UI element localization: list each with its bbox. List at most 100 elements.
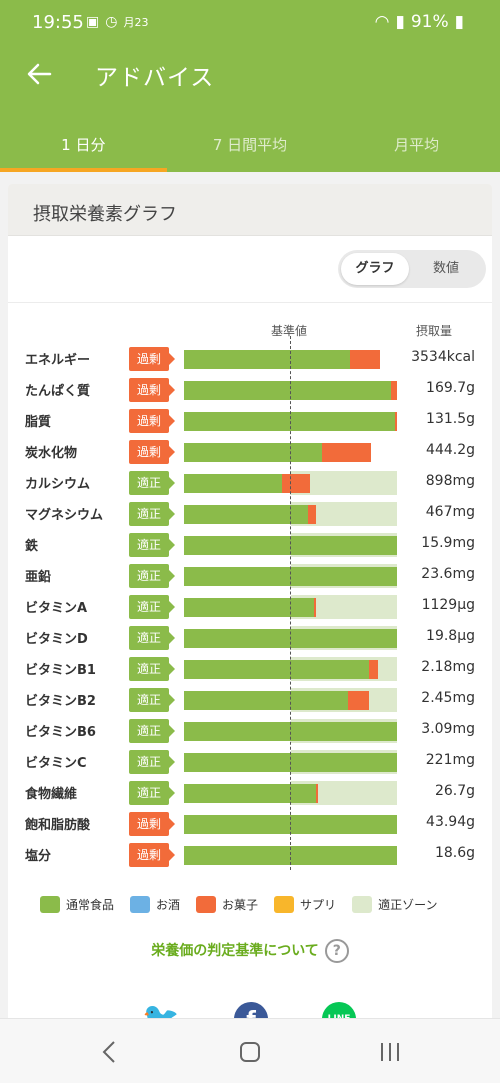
nutrient-name: ビタミンB6 <box>25 725 96 740</box>
nutrient-name: 食物繊維 <box>25 787 78 802</box>
food-segment <box>184 412 395 431</box>
intake-value: 18.6g <box>434 845 475 861</box>
judgement-badge: 適正 <box>129 502 175 526</box>
intake-value: 444.2g <box>426 442 475 458</box>
intake-bar <box>184 409 397 433</box>
alarm-icon: ◷ <box>105 14 118 30</box>
intake-value: 26.7g <box>434 783 475 799</box>
intake-value: 43.94g <box>426 814 475 830</box>
page-title: アドバイス <box>95 65 215 91</box>
snack-segment <box>394 412 397 431</box>
legend-label: 適正ゾーン <box>378 898 438 912</box>
legend-label: お酒 <box>156 898 181 912</box>
tab-seven-day-average[interactable]: 7 日間平均 <box>212 136 288 154</box>
card-title: 摂取栄養素グラフ <box>8 184 492 236</box>
legend-item: サプリ <box>274 896 336 913</box>
intake-value: 3.09mg <box>421 721 475 737</box>
judgement-criteria-label: 栄養価の判定基準について <box>151 943 319 959</box>
status-time: 19:55 <box>32 12 84 33</box>
food-segment <box>184 598 314 617</box>
judgement-badge: 適正 <box>129 657 175 681</box>
judgement-badge: 適正 <box>129 688 175 712</box>
food-segment <box>184 691 348 710</box>
intake-bar <box>184 471 397 495</box>
judgement-badge: 適正 <box>129 595 175 619</box>
intake-value: 1129μg <box>421 597 475 613</box>
nutrient-row: 塩分 過剰 18.6g <box>8 840 492 871</box>
snack-segment <box>348 691 370 710</box>
nutrient-name: 飽和脂肪酸 <box>25 818 91 833</box>
gallery-icon: ▣ <box>86 14 100 30</box>
food-segment <box>184 350 351 369</box>
legend-swatch <box>352 896 373 913</box>
back-button[interactable] <box>24 58 56 90</box>
legend: 通常食品 お酒 お菓子 サプリ 適正ゾーン <box>40 896 453 913</box>
nutrient-graph-card: 摂取栄養素グラフ グラフ 数値 基準値 摂取量 エネルギー 過剰 3534kcal た… <box>8 184 492 1044</box>
nav-recents-button[interactable] <box>370 1037 410 1067</box>
help-icon: ? <box>324 939 349 963</box>
nutrient-row: ビタミンB1 適正 2.18mg <box>8 654 492 685</box>
graph-view-button[interactable]: グラフ <box>341 253 409 285</box>
judgement-criteria-link[interactable]: 栄養価の判定基準について? <box>8 939 492 963</box>
intake-bar <box>184 378 397 402</box>
food-segment <box>184 381 391 400</box>
nutrient-name: ビタミンD <box>25 632 88 647</box>
nutrient-row: ビタミンD 適正 19.8μg <box>8 623 492 654</box>
judgement-badge: 過剰 <box>129 812 175 836</box>
nutrient-name: 脂質 <box>25 415 52 430</box>
intake-value: 169.7g <box>426 380 475 396</box>
legend-swatch <box>40 896 60 913</box>
judgement-badge: 過剰 <box>129 409 175 433</box>
judgement-badge: 適正 <box>129 471 175 495</box>
judgement-badge: 過剰 <box>129 378 175 402</box>
battery-percent: 91% <box>410 12 449 32</box>
judgement-badge: 適正 <box>129 750 175 774</box>
numeric-view-button[interactable]: 数値 <box>432 261 459 276</box>
nutrient-row: カルシウム 適正 898mg <box>8 468 492 499</box>
intake-header: 摂取量 <box>416 324 453 338</box>
standard-value-header: 基準値 <box>271 324 308 338</box>
nav-back-button[interactable] <box>90 1037 130 1067</box>
legend-item: 通常食品 <box>40 896 114 913</box>
tab-monthly-average[interactable]: 月平均 <box>394 136 440 154</box>
nutrient-row: 飽和脂肪酸 過剰 43.94g <box>8 809 492 840</box>
intake-value: 467mg <box>425 504 475 520</box>
legend-label: 通常食品 <box>66 898 115 912</box>
tab-one-day[interactable]: 1 日分 <box>0 120 167 172</box>
intake-value: 15.9mg <box>421 535 475 551</box>
snack-segment <box>322 443 372 462</box>
food-segment <box>184 784 317 803</box>
legend-label: サプリ <box>300 898 337 912</box>
snack-segment <box>313 598 317 617</box>
nutrient-name: ビタミンA <box>25 601 88 616</box>
nutrient-row: ビタミンB6 適正 3.09mg <box>8 716 492 747</box>
legend-item: 適正ゾーン <box>352 896 437 913</box>
judgement-badge: 過剰 <box>129 843 175 867</box>
intake-value: 898mg <box>425 473 475 489</box>
legend-swatch <box>196 896 217 913</box>
wifi-icon: ◠ <box>374 12 390 32</box>
snack-segment <box>281 474 310 493</box>
intake-value: 2.45mg <box>421 690 475 706</box>
nutrient-name: たんぱく質 <box>25 384 91 399</box>
system-nav-bar <box>0 1018 500 1083</box>
nutrient-name: エネルギー <box>25 353 91 368</box>
intake-bar <box>184 440 397 464</box>
intake-bar <box>184 688 397 712</box>
intake-value: 3534kcal <box>411 349 475 365</box>
nutrient-row: ビタミンB2 適正 2.45mg <box>8 685 492 716</box>
recents-icon <box>381 1043 399 1061</box>
nutrient-row: エネルギー 過剰 3534kcal <box>8 344 492 375</box>
food-segment <box>184 660 370 679</box>
intake-bar <box>184 657 397 681</box>
nav-home-button[interactable] <box>230 1037 270 1067</box>
nutrient-row: 食物繊維 適正 26.7g <box>8 778 492 809</box>
date-badge: 月23 <box>123 15 149 29</box>
chevron-left-icon <box>102 1041 115 1063</box>
intake-value: 23.6mg <box>421 566 475 582</box>
judgement-badge: 適正 <box>129 564 175 588</box>
period-tabs: 1 日分 7 日間平均 月平均 <box>0 120 500 172</box>
snack-segment <box>350 350 380 369</box>
intake-bar <box>184 781 397 805</box>
intake-bar <box>184 502 397 526</box>
